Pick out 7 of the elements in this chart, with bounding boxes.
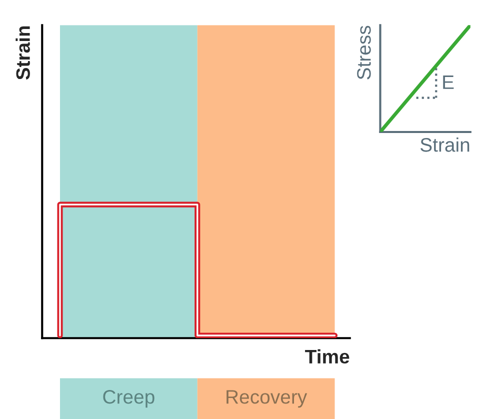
x-axis-title: Time — [305, 349, 350, 364]
text: Creep — [103, 390, 154, 408]
y-axis-title: Strain — [16, 26, 30, 80]
text: Recovery — [226, 390, 308, 408]
annotation: E — [443, 76, 454, 89]
x-axis-title: Strain — [420, 138, 470, 152]
y-axis-title: Stress — [357, 26, 371, 80]
